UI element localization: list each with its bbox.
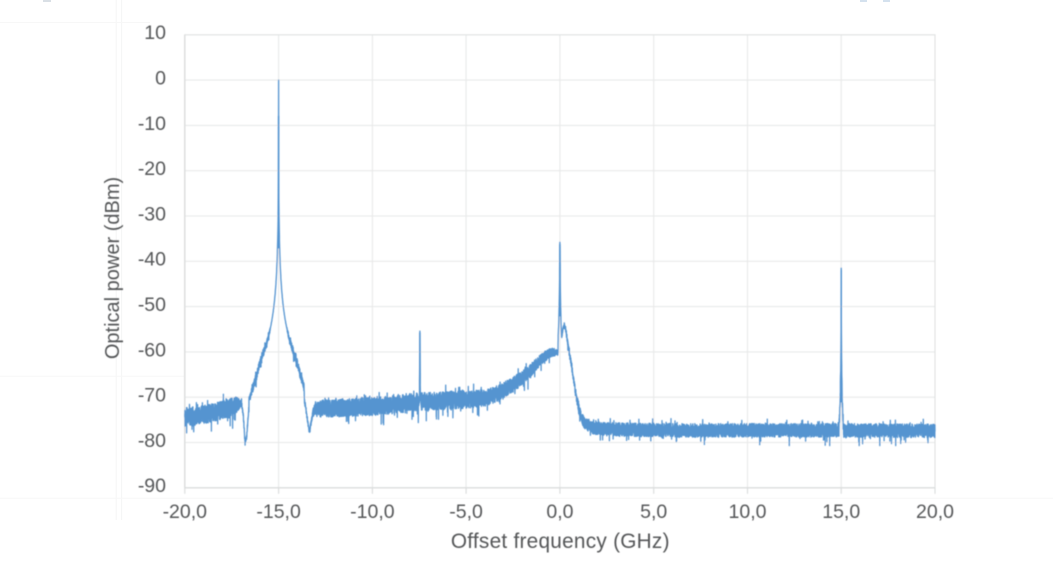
svg-text:-20,0: -20,0 <box>163 501 208 523</box>
svg-text:-30: -30 <box>138 203 166 225</box>
svg-text:5,0: 5,0 <box>640 501 667 523</box>
svg-text:0: 0 <box>155 68 166 90</box>
svg-text:-50: -50 <box>138 294 166 316</box>
svg-text:10,0: 10,0 <box>729 501 767 523</box>
svg-text:-10: -10 <box>138 113 166 135</box>
svg-text:-90: -90 <box>138 475 166 497</box>
svg-text:-5,0: -5,0 <box>449 501 483 523</box>
svg-text:15,0: 15,0 <box>822 501 860 523</box>
svg-text:-10,0: -10,0 <box>350 501 395 523</box>
svg-text:-15,0: -15,0 <box>256 501 301 523</box>
svg-text:-60: -60 <box>138 339 166 361</box>
svg-text:-20: -20 <box>138 158 166 180</box>
svg-text:0,0: 0,0 <box>546 501 573 523</box>
svg-text:20,0: 20,0 <box>916 501 954 523</box>
svg-text:Optical power (dBm): Optical power (dBm) <box>102 177 124 359</box>
svg-text:-70: -70 <box>138 385 166 407</box>
svg-text:Offset frequency (GHz): Offset frequency (GHz) <box>451 530 670 553</box>
svg-text:-40: -40 <box>138 249 166 271</box>
svg-text:10: 10 <box>144 22 166 44</box>
svg-text:-80: -80 <box>138 430 166 452</box>
